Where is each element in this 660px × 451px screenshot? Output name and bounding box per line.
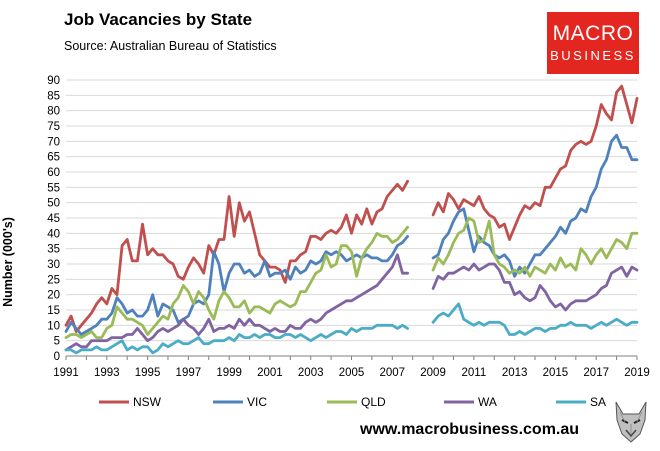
legend-label-nsw: NSW <box>133 395 162 409</box>
x-tick-label: 1997 <box>176 367 202 379</box>
chart-source: Source: Australian Bureau of Statistics <box>64 39 277 53</box>
series-line-wa <box>431 262 639 312</box>
y-tick-label: 40 <box>47 228 60 240</box>
series-line-qld <box>64 225 410 340</box>
x-tick-label: 1993 <box>94 367 120 379</box>
y-tick-label: 10 <box>47 320 60 332</box>
series-line-nsw <box>64 179 410 333</box>
y-tick-label: 15 <box>47 305 60 317</box>
y-tick-label: 85 <box>47 90 60 102</box>
y-tick-label: 20 <box>47 290 60 302</box>
x-tick-label: 1991 <box>53 367 79 379</box>
x-tick-label: 2017 <box>583 367 609 379</box>
y-tick-label: 50 <box>47 198 60 210</box>
x-tick-label: 2001 <box>257 367 283 379</box>
series-line-vic <box>64 234 410 336</box>
x-tick-label: 2005 <box>339 367 365 379</box>
legend: NSW VIC QLD WA SA <box>99 395 606 409</box>
legend-label-sa: SA <box>590 395 606 409</box>
series-line-sa <box>64 323 410 355</box>
y-tick-label: 0 <box>54 351 60 363</box>
y-tick-label: 35 <box>47 244 60 256</box>
x-tick-label: 2009 <box>420 367 446 379</box>
chart-title: Job Vacancies by State <box>64 10 253 29</box>
y-tick-label: 75 <box>47 121 60 133</box>
series-line-qld <box>431 216 639 278</box>
legend-label-wa: WA <box>478 395 497 409</box>
macro-business-logo: MACRO BUSINESS <box>547 12 639 74</box>
logo-line-1: MACRO <box>552 22 634 45</box>
y-tick-label: 5 <box>54 336 60 348</box>
series-line-wa <box>64 253 410 352</box>
series-line-nsw <box>431 84 639 241</box>
y-tick-label: 45 <box>47 213 60 225</box>
y-tick-label: 60 <box>47 167 60 179</box>
y-tick-label: 25 <box>47 274 60 286</box>
legend-label-qld: QLD <box>361 395 386 409</box>
legend-label-vic: VIC <box>247 395 267 409</box>
x-tick-label: 2013 <box>502 367 528 379</box>
logo-line-2: BUSINESS <box>550 48 636 63</box>
series-lines <box>64 84 639 355</box>
x-tick-label: 2019 <box>624 367 650 379</box>
x-tick-label: 2011 <box>461 367 486 379</box>
y-tick-label: 65 <box>47 152 60 164</box>
x-tick-label: 1999 <box>216 367 242 379</box>
y-tick-label: 90 <box>47 75 60 87</box>
y-tick-label: 55 <box>47 182 60 194</box>
x-tick-label: 1995 <box>135 367 161 379</box>
x-tick-label: 2007 <box>379 367 405 379</box>
y-tick-label: 30 <box>47 259 60 271</box>
y-tick-label: 70 <box>47 136 60 148</box>
y-tick-label: 80 <box>47 106 60 118</box>
x-tick-label: 2003 <box>298 367 324 379</box>
wolf-icon <box>615 401 647 443</box>
series-line-sa <box>431 302 639 336</box>
gridlines <box>66 79 637 342</box>
footer-url: www.macrobusiness.com.au <box>360 421 580 438</box>
x-tick-label: 2015 <box>543 367 569 379</box>
axes: 0 5 10 15 20 25 30 35 40 45 50 55 60 65 70 75 80 85 90 1991… <box>47 75 650 379</box>
